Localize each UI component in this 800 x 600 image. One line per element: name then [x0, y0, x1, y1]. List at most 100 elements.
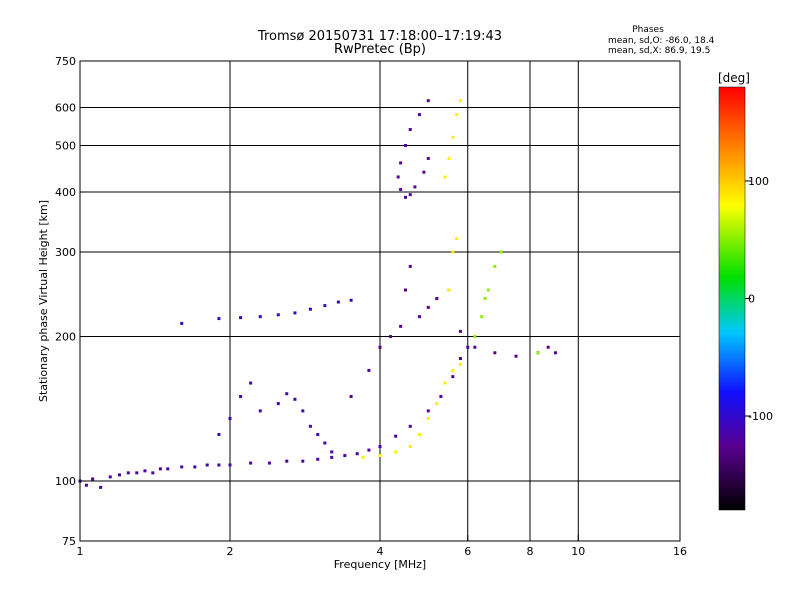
y-tick-label: 600 [55, 102, 76, 115]
x-ticks: 1 2 4 6 8 10 16 [77, 535, 687, 558]
data-point [536, 351, 540, 355]
data-point [126, 471, 130, 475]
data-point [396, 175, 400, 179]
data-point [486, 288, 490, 292]
data-point [239, 316, 243, 320]
data-point [217, 317, 221, 321]
colorbar-tick-label: -100 [748, 410, 773, 423]
stats-line-o: mean, sd,O: -86.0, 18.4 [608, 36, 715, 46]
data-point [239, 395, 243, 399]
data-point [458, 99, 462, 103]
data-point [258, 409, 262, 413]
data-point [276, 313, 280, 317]
data-point [180, 321, 184, 325]
colorbar-tick-label: 0 [748, 293, 755, 306]
data-point [99, 485, 103, 489]
data-point [451, 250, 455, 254]
data-point [451, 375, 455, 379]
stats-line-x: mean, sd,X: 86.9, 19.5 [608, 46, 710, 56]
data-point [417, 113, 421, 117]
data-point [451, 368, 455, 372]
data-point [399, 324, 403, 328]
data-point [408, 127, 412, 131]
colorbar-label: [deg] [718, 71, 750, 85]
data-point [546, 345, 550, 349]
data-point [473, 345, 477, 349]
chart-title: Tromsø 20150731 17:18:00–17:19:43 [257, 29, 502, 44]
data-point [308, 307, 312, 311]
x-tick-label: 16 [673, 545, 687, 558]
data-point [408, 445, 412, 449]
colorbar-tick-label: 100 [748, 175, 769, 188]
y-tick-label: 500 [55, 140, 76, 153]
x-tick-label: 10 [571, 545, 585, 558]
data-point [399, 161, 403, 165]
x-tick-label: 4 [377, 545, 384, 558]
data-point [84, 483, 88, 487]
data-point [426, 409, 430, 413]
data-point [426, 416, 430, 420]
data-point [301, 409, 305, 413]
y-tick-label: 200 [55, 331, 76, 344]
data-point [439, 395, 443, 399]
data-point [417, 433, 421, 437]
data-point [308, 424, 312, 428]
data-point [361, 455, 365, 459]
data-point [458, 362, 462, 366]
data-point [193, 465, 197, 469]
data-point [158, 467, 162, 471]
y-tick-label: 100 [55, 475, 76, 488]
data-point [316, 433, 320, 437]
data-point [435, 402, 439, 406]
data-point [480, 315, 484, 319]
data-points [78, 99, 557, 489]
data-point [455, 113, 459, 117]
data-point [499, 250, 503, 254]
data-point [408, 264, 412, 268]
data-point [378, 345, 382, 349]
data-point [422, 170, 426, 174]
data-point [143, 469, 147, 473]
data-point [228, 463, 232, 467]
data-point [458, 356, 462, 360]
data-point [367, 368, 371, 372]
y-tick-label: 750 [55, 55, 76, 68]
data-point [285, 459, 289, 463]
chart-subtitle: RwPretec (Bp) [334, 42, 426, 57]
data-point [451, 135, 455, 139]
data-point [349, 395, 353, 399]
data-point [443, 381, 447, 385]
data-point [367, 448, 371, 452]
data-point [483, 297, 487, 301]
grid-lines [80, 61, 680, 541]
data-point [349, 298, 353, 302]
colorbar-ticks: 100 0 -100 [745, 175, 773, 423]
data-point [394, 434, 398, 438]
x-tick-label: 2 [227, 545, 234, 558]
data-point [426, 305, 430, 309]
y-tick-label: 75 [62, 535, 76, 548]
data-point [394, 450, 398, 454]
data-point [285, 392, 289, 396]
data-point [426, 99, 430, 103]
data-point [276, 402, 280, 406]
data-point [355, 452, 359, 456]
data-point [443, 175, 447, 179]
data-point [455, 237, 459, 241]
data-point [205, 463, 209, 467]
colorbar [718, 86, 746, 511]
data-point [135, 471, 139, 475]
data-point [258, 315, 262, 319]
data-point [217, 433, 221, 437]
data-point [458, 329, 462, 333]
x-axis-label: Frequency [MHz] [334, 558, 426, 571]
data-point [217, 463, 221, 467]
data-point [408, 193, 412, 197]
data-point [389, 335, 393, 339]
data-point [426, 156, 430, 160]
x-tick-label: 8 [527, 545, 534, 558]
data-point [403, 288, 407, 292]
data-point [323, 441, 327, 445]
data-point [117, 473, 121, 477]
data-point [323, 304, 327, 308]
